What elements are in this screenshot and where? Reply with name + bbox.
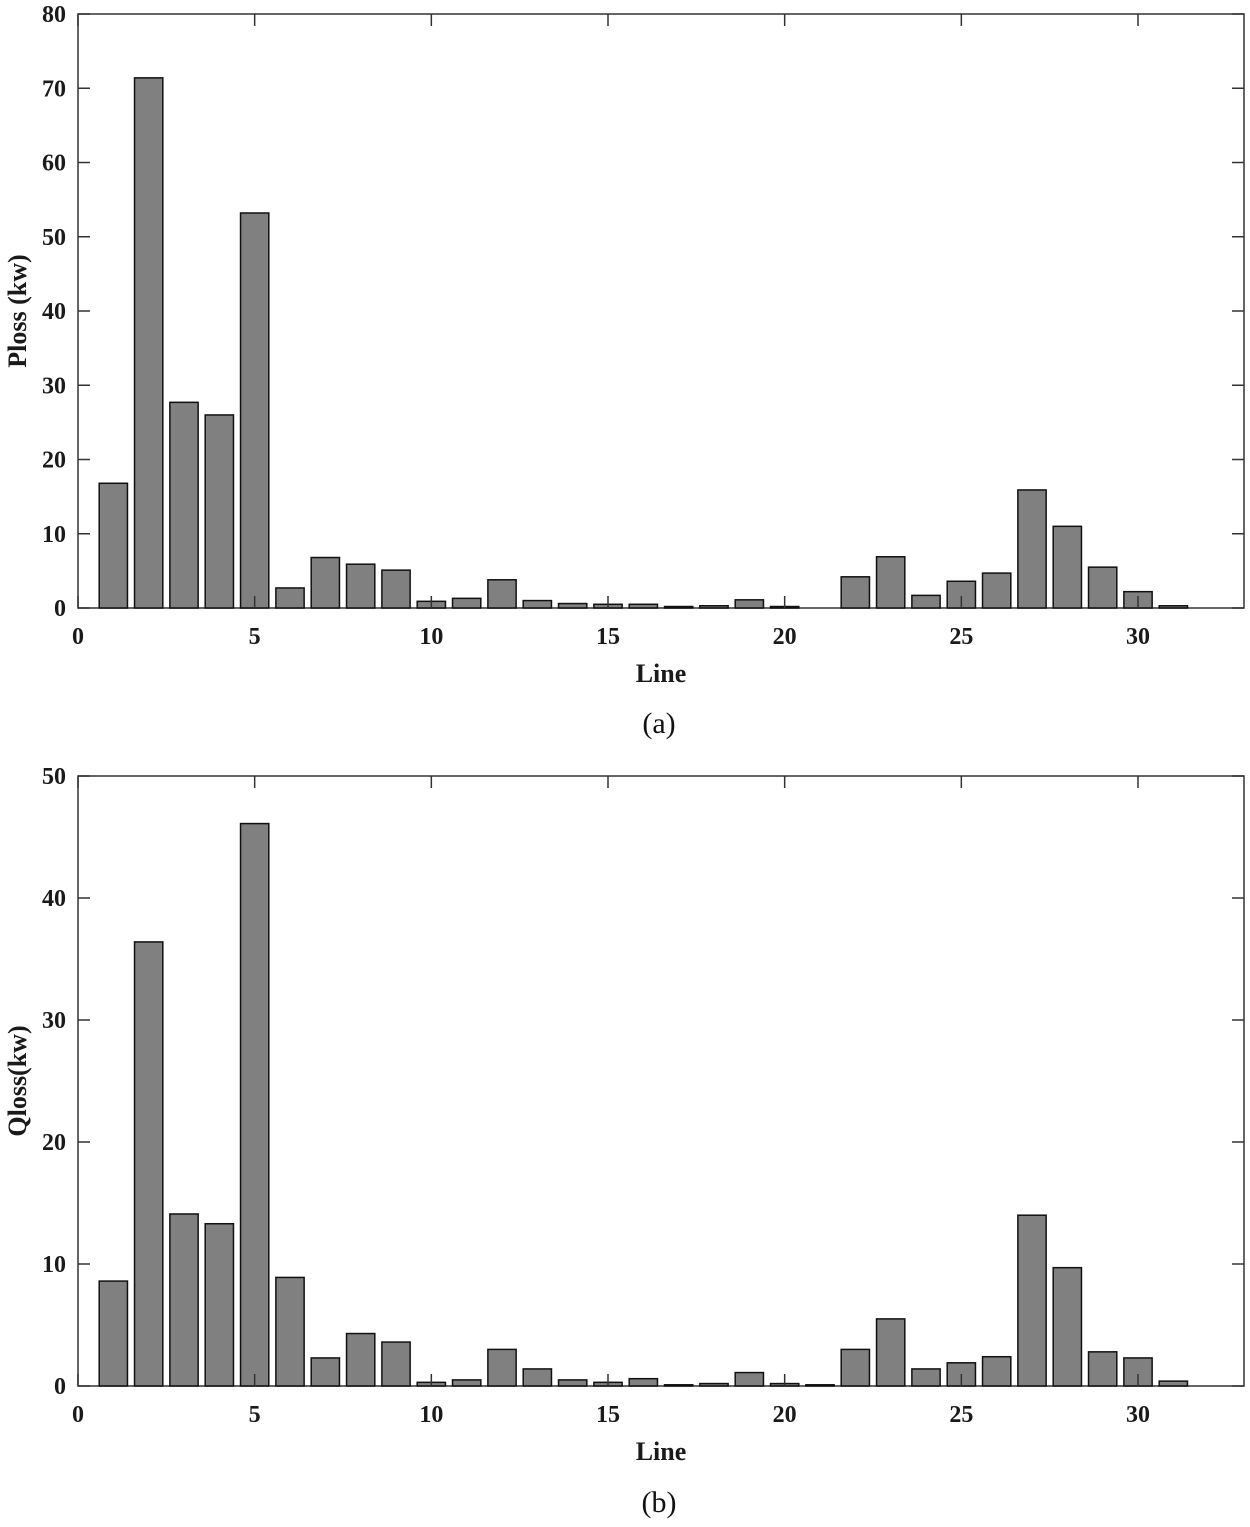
x-tick-label-b-15: 15: [596, 1402, 620, 1428]
bar-b-line-23: [875, 1318, 906, 1387]
y-tick-label-a-10: 10: [42, 522, 66, 548]
x-axis-label-b: Line: [636, 1437, 687, 1466]
x-tick-label-a-25: 25: [949, 624, 973, 650]
bar-a-line-5: [239, 212, 270, 609]
x-tick-label-a-0: 0: [72, 624, 84, 650]
bar-a-line-4: [204, 414, 235, 609]
bar-b-line-27: [1017, 1214, 1047, 1387]
x-axis-ticks-b: 0 5 10 15 20 25 30: [72, 776, 1150, 1428]
bar-a-line-26: [981, 572, 1012, 609]
bars-a: [98, 77, 1189, 609]
x-tick-label-a-5: 5: [249, 624, 261, 650]
bars-b: [98, 822, 1189, 1387]
x-tick-label-a-30: 30: [1126, 624, 1150, 650]
x-tick-label-b-30: 30: [1126, 1402, 1150, 1428]
bar-a-line-3: [169, 401, 199, 609]
bar-b-line-18: [699, 1382, 729, 1387]
bar-b-line-28: [1052, 1266, 1083, 1387]
bar-a-line-23: [875, 556, 906, 609]
y-tick-label-a-60: 60: [42, 151, 66, 177]
bar-a-line-1: [98, 482, 129, 609]
y-tick-label-b-40: 40: [42, 886, 66, 912]
bar-b-line-24: [911, 1368, 941, 1387]
bar-a-line-22: [840, 576, 871, 609]
x-axis-ticks-a: 0 5 10 15 20 25 30: [72, 14, 1150, 650]
bar-b-line-2: [133, 941, 164, 1387]
bar-a-line-9: [381, 569, 411, 609]
bar-a-line-2: [133, 77, 164, 609]
bar-b-line-7: [310, 1357, 341, 1387]
bar-a-line-24: [911, 594, 941, 609]
y-axis-label-b: Qloss(kw): [3, 1025, 32, 1136]
bar-b-line-14: [557, 1379, 588, 1387]
bar-b-line-22: [840, 1348, 871, 1387]
bar-a-line-29: [1087, 566, 1118, 609]
caption-b: (b): [642, 1486, 677, 1519]
bar-b-line-9: [381, 1341, 411, 1387]
x-tick-label-a-10: 10: [419, 624, 443, 650]
bar-b-line-17: [663, 1384, 694, 1387]
bar-a-line-28: [1052, 525, 1083, 609]
bar-a-line-31: [1158, 605, 1189, 609]
bar-b-line-1: [98, 1280, 129, 1387]
x-tick-label-a-15: 15: [596, 624, 620, 650]
bar-a-line-18: [699, 605, 729, 609]
bar-a-line-6: [275, 587, 305, 609]
y-tick-label-a-20: 20: [42, 448, 66, 474]
bar-b-line-12: [487, 1348, 517, 1387]
y-tick-label-a-40: 40: [42, 299, 66, 325]
y-tick-label-b-30: 30: [42, 1008, 66, 1034]
bar-b-line-13: [522, 1368, 553, 1387]
x-tick-label-b-5: 5: [249, 1402, 261, 1428]
x-axis-label-a: Line: [636, 659, 687, 688]
y-tick-label-a-50: 50: [42, 225, 66, 251]
y-tick-label-a-80: 80: [42, 2, 66, 28]
y-tick-label-a-30: 30: [42, 373, 66, 399]
chart-panel-a: 0 5 10 15 20 25 30 0 10 20 30 40 50 60 70 80 Line Plos…: [3, 2, 1245, 740]
y-tick-label-b-50: 50: [42, 764, 66, 790]
x-tick-label-b-10: 10: [419, 1402, 443, 1428]
y-tick-label-b-20: 20: [42, 1130, 66, 1156]
bar-b-line-31: [1158, 1380, 1189, 1387]
y-tick-label-a-0: 0: [54, 596, 66, 622]
bar-a-line-27: [1017, 489, 1047, 609]
x-tick-label-b-25: 25: [949, 1402, 973, 1428]
bar-b-line-19: [734, 1371, 765, 1387]
bar-b-line-29: [1087, 1351, 1118, 1387]
y-axis-ticks-b: 0 10 20 30 40 50: [42, 764, 1244, 1400]
bar-b-line-11: [451, 1379, 482, 1387]
bar-b-line-21: [805, 1384, 835, 1387]
bar-a-line-11: [451, 597, 482, 609]
y-axis-ticks-a: 0 10 20 30 40 50 60 70 80: [42, 2, 1244, 622]
x-tick-label-a-20: 20: [773, 624, 797, 650]
bar-a-line-13: [522, 599, 553, 609]
x-tick-label-b-20: 20: [773, 1402, 797, 1428]
bar-b-line-6: [275, 1276, 305, 1387]
x-tick-label-b-0: 0: [72, 1402, 84, 1428]
bar-b-line-5: [239, 822, 270, 1387]
y-tick-label-b-10: 10: [42, 1252, 66, 1278]
y-axis-label-a: Ploss (kw): [3, 254, 32, 367]
bar-b-line-8: [345, 1332, 376, 1387]
bar-b-line-16: [628, 1377, 659, 1387]
bar-a-line-14: [557, 602, 588, 609]
bar-a-line-17: [663, 605, 694, 609]
bar-a-line-8: [345, 563, 376, 609]
bar-a-line-7: [310, 556, 341, 609]
bar-a-line-16: [628, 603, 659, 609]
y-tick-label-b-0: 0: [54, 1374, 66, 1400]
y-tick-label-a-70: 70: [42, 76, 66, 102]
bar-b-line-26: [981, 1355, 1012, 1387]
bar-a-line-12: [487, 579, 517, 609]
bar-b-line-3: [169, 1213, 199, 1387]
plot-frame-b: [77, 775, 1245, 1387]
bar-a-line-19: [734, 599, 765, 609]
caption-a: (a): [642, 707, 675, 740]
bar-b-line-4: [204, 1222, 235, 1387]
